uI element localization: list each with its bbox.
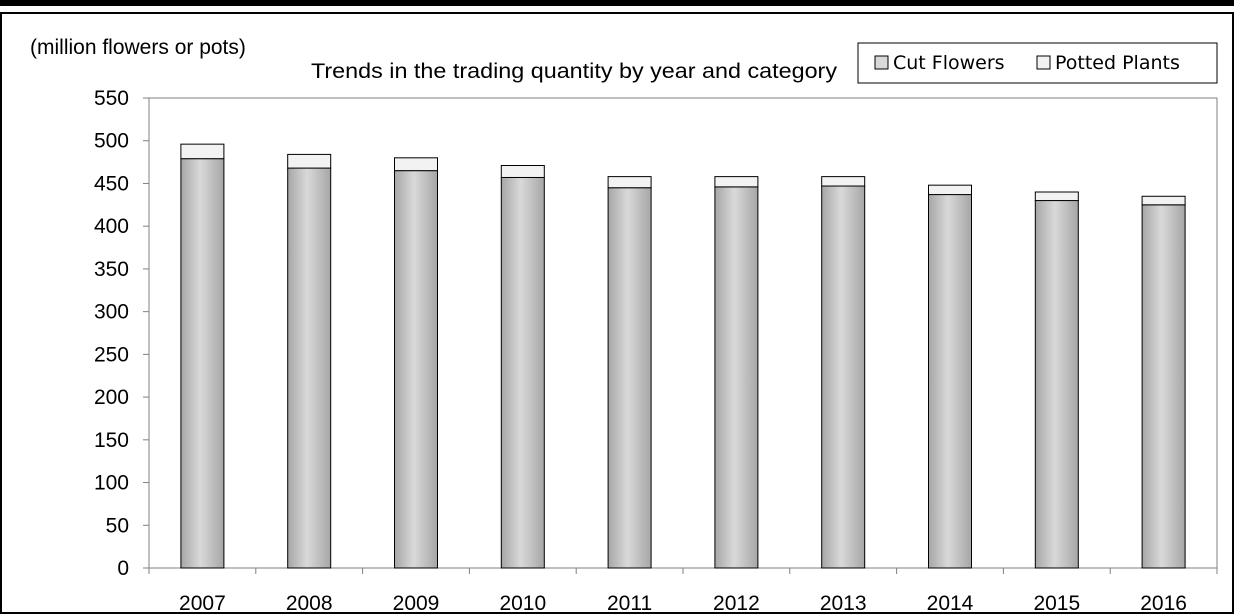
x-tick-label: 2008	[286, 592, 333, 614]
legend-swatch-potted-plants	[1036, 55, 1051, 70]
x-tick-label: 2007	[179, 592, 226, 614]
x-tick-label: 2011	[607, 592, 652, 614]
bars	[180, 143, 1186, 569]
y-tick-label: 450	[94, 172, 129, 195]
bar-potted-plants-2015	[1034, 191, 1079, 202]
y-tick-label: 150	[94, 429, 129, 452]
y-tick-label: 550	[94, 87, 129, 110]
y-tick-label: 100	[94, 472, 129, 495]
bar-potted-plants-2016	[1141, 195, 1186, 206]
top-border-strip	[0, 0, 1234, 6]
x-tick-label: 2009	[393, 592, 440, 614]
bar-cut-flowers-2009	[394, 170, 438, 569]
legend-label-cut-flowers: Cut Flowers	[893, 52, 1005, 74]
x-tick-label: 2010	[499, 592, 546, 614]
bar-cut-flowers-2014	[928, 194, 972, 569]
y-tick-label: 300	[94, 301, 129, 324]
bar-cut-flowers-2007	[180, 158, 225, 569]
bar-cut-flowers-2008	[287, 167, 332, 569]
bar-potted-plants-2007	[180, 143, 225, 160]
bar-potted-plants-2014	[928, 184, 972, 196]
y-axis: 0 50 100 150 200 250 300 350 400 450 500 550	[94, 87, 150, 580]
bar-potted-plants-2012	[714, 176, 759, 188]
unit-label: (million flowers or pots)	[30, 36, 246, 59]
y-tick-label: 200	[94, 386, 129, 409]
bar-cut-flowers-2012	[714, 186, 759, 569]
y-tick-label: 400	[94, 215, 129, 238]
bar-cut-flowers-2010	[500, 176, 545, 569]
x-tick-label: 2012	[713, 592, 760, 614]
bar-potted-plants-2010	[500, 165, 545, 178]
legend-swatch-cut-flowers	[874, 55, 889, 70]
x-tick-label: 2013	[820, 592, 867, 614]
y-tick-label: 50	[106, 514, 129, 537]
x-tick-label: 2014	[927, 592, 974, 614]
bar-cut-flowers-2015	[1034, 200, 1079, 569]
bar-potted-plants-2008	[287, 153, 332, 169]
bar-potted-plants-2009	[394, 157, 438, 172]
bar-cut-flowers-2013	[821, 185, 866, 569]
bar-cut-flowers-2011	[607, 187, 652, 569]
x-tick-label: 2016	[1140, 592, 1187, 614]
bar-potted-plants-2013	[821, 176, 866, 187]
y-tick-label: 350	[94, 258, 129, 281]
legend: Cut Flowers Potted Plants	[857, 42, 1218, 84]
y-tick-label: 250	[94, 343, 129, 366]
bar-cut-flowers-2016	[1141, 204, 1186, 569]
x-tick-label: 2015	[1033, 592, 1080, 614]
y-tick-label: 500	[94, 130, 129, 153]
legend-label-potted-plants: Potted Plants	[1055, 52, 1180, 74]
bar-potted-plants-2011	[607, 176, 652, 189]
chart-title: Trends in the trading quantity by year a…	[311, 60, 838, 83]
y-tick-label: 0	[117, 557, 129, 580]
